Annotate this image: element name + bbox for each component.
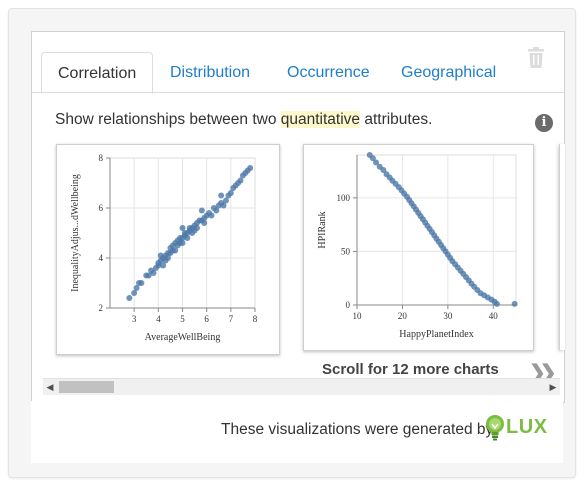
scroll-right-arrow[interactable]: ▶ bbox=[546, 379, 560, 395]
x-axis-label: HappyPlanetIndex bbox=[399, 329, 473, 340]
info-icon[interactable]: i bbox=[535, 114, 553, 132]
scatter-chart-wellbeing: 3 4 5 6 7 8 2 4 6 8 AverageWellBeing InequalityAdju… bbox=[57, 145, 279, 354]
footer: These visualizations were generated by L… bbox=[31, 401, 563, 463]
x-axis-label: AverageWellBeing bbox=[145, 332, 221, 343]
horizontal-scrollbar[interactable]: ◀ ▶ bbox=[43, 378, 560, 395]
scatter-point bbox=[194, 225, 200, 231]
trash-icon[interactable] bbox=[526, 46, 546, 70]
y-tick-label: 0 bbox=[346, 300, 351, 310]
y-axis-label: HPIRank bbox=[317, 211, 328, 248]
scatter-point bbox=[201, 220, 207, 226]
scatter-point bbox=[138, 280, 144, 286]
scatter-point bbox=[180, 225, 186, 231]
description-suffix: attributes. bbox=[360, 111, 432, 128]
scatter-point bbox=[247, 165, 253, 171]
scatter-point bbox=[494, 301, 500, 307]
generated-by-text: These visualizations were generated by bbox=[221, 421, 493, 439]
lux-logo-text: LUX bbox=[506, 416, 548, 439]
scatter-point bbox=[512, 301, 518, 307]
visualization-panel: Correlation Distribution Occurrence Geog… bbox=[31, 31, 565, 403]
tab-geographical[interactable]: Geographical bbox=[385, 52, 512, 92]
y-tick-label: 100 bbox=[337, 193, 351, 203]
lux-logo[interactable]: LUX bbox=[484, 412, 544, 444]
scatter-point bbox=[209, 213, 215, 219]
x-tick-label: 30 bbox=[443, 311, 453, 321]
x-tick-label: 4 bbox=[156, 314, 161, 324]
tab-description: Show relationships between two quantitat… bbox=[55, 111, 432, 129]
x-tick-label: 5 bbox=[180, 314, 185, 324]
scroll-left-arrow[interactable]: ◀ bbox=[43, 379, 57, 395]
scatter-point bbox=[184, 235, 190, 241]
scatter-point bbox=[218, 193, 224, 199]
x-tick-label: 8 bbox=[253, 314, 258, 324]
y-axis-label: InequalityAdjus...dWellbeing bbox=[70, 174, 81, 292]
y-tick-label: 4 bbox=[99, 253, 104, 263]
tab-correlation[interactable]: Correlation bbox=[41, 52, 153, 94]
plot-frame bbox=[357, 155, 516, 305]
highlighted-term: quantitative bbox=[281, 111, 360, 128]
chart-card-2[interactable]: 10 20 30 40 0 50 100 HappyPlanetIndex HPIRank bbox=[303, 144, 534, 351]
x-tick-label: 7 bbox=[229, 314, 234, 324]
scatter-chart-hpi: 10 20 30 40 0 50 100 HappyPlanetIndex HPIRank bbox=[304, 145, 533, 350]
tab-divider bbox=[32, 92, 564, 93]
lux-widget-frame: Correlation Distribution Occurrence Geog… bbox=[8, 8, 576, 478]
y-tick-label: 2 bbox=[99, 303, 104, 313]
chart-card-3-partial[interactable] bbox=[559, 144, 565, 350]
x-tick-label: 6 bbox=[204, 314, 209, 324]
scatter-point bbox=[126, 295, 132, 301]
lightbulb-icon bbox=[484, 414, 506, 444]
x-tick-label: 10 bbox=[353, 311, 363, 321]
scrollbar-thumb[interactable] bbox=[59, 381, 114, 393]
tab-distribution[interactable]: Distribution bbox=[154, 52, 266, 92]
scatter-point bbox=[143, 273, 149, 279]
scatter-point bbox=[199, 208, 205, 214]
tab-bar: Correlation Distribution Occurrence Geog… bbox=[32, 32, 564, 92]
y-tick-label: 8 bbox=[99, 153, 104, 163]
scatter-point bbox=[180, 240, 186, 246]
y-tick-label: 6 bbox=[99, 203, 104, 213]
scatter-point bbox=[158, 253, 164, 259]
description-prefix: Show relationships between two bbox=[55, 111, 281, 128]
x-tick-label: 40 bbox=[489, 311, 499, 321]
scroll-hint: Scroll for 12 more charts bbox=[322, 361, 499, 378]
x-tick-label: 3 bbox=[132, 314, 137, 324]
x-tick-label: 20 bbox=[398, 311, 408, 321]
tab-occurrence[interactable]: Occurrence bbox=[271, 52, 386, 92]
y-tick-label: 50 bbox=[341, 246, 351, 256]
chart-card-1[interactable]: 3 4 5 6 7 8 2 4 6 8 AverageWellBeing InequalityAdju… bbox=[56, 144, 280, 355]
